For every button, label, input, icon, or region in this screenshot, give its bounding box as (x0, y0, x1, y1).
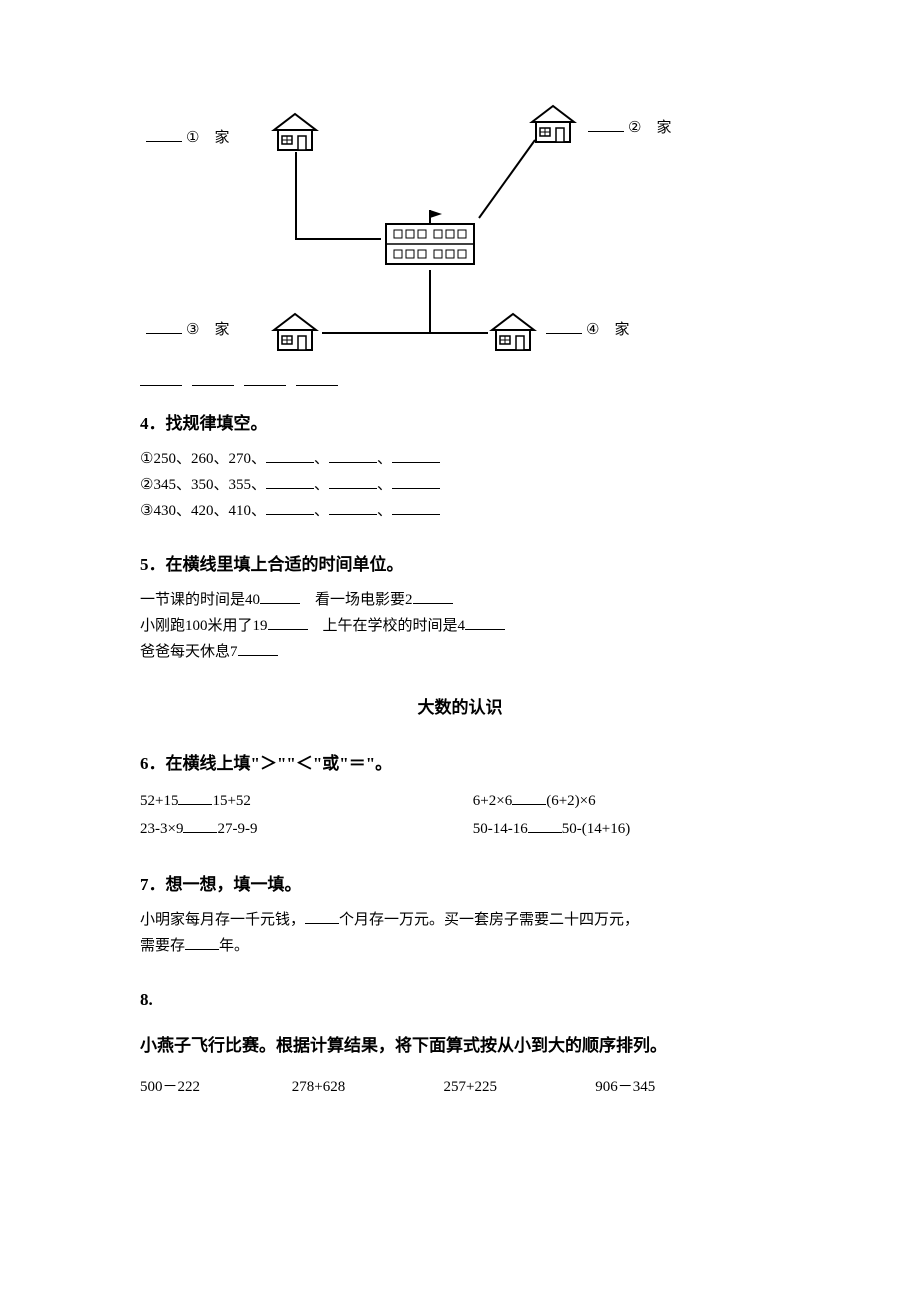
conn-line-diagonal (475, 134, 545, 224)
sep: 、 (377, 451, 392, 467)
q6-d2: 50-(14+16) (562, 821, 630, 837)
sep: 、 (314, 477, 329, 493)
q5-heading: 5．在横线里填上合适的时间单位。 (140, 551, 780, 578)
q7-line2: 需要存 年。 (140, 934, 780, 958)
q6-row2-right: 50-14-16 50-(14+16) (473, 817, 780, 841)
conn-line (295, 152, 297, 240)
q8-e4: 906－345 (595, 1075, 725, 1099)
q4-line2: ②345、350、355、 、 、 (140, 473, 780, 497)
q8-num: 8. (140, 986, 780, 1013)
direction-diagram: ① 家 ② 家 ③ 家 (140, 100, 780, 380)
q7-p1: 小明家每月存一千元钱， (140, 912, 305, 928)
q8-e3: 257+225 (444, 1075, 574, 1099)
q7-p2: 个月存一万元。买一套房子需要二十四万元， (339, 912, 639, 928)
label-num-1: ① (186, 129, 199, 146)
label-suffix-1: 家 (214, 130, 229, 146)
q6-b2: (6+2)×6 (546, 793, 595, 809)
q7-line1: 小明家每月存一千元钱， 个月存一万元。买一套房子需要二十四万元， (140, 908, 780, 932)
q6-a1: 52+15 (140, 793, 178, 809)
q6-c1: 23-3×9 (140, 821, 183, 837)
conn-line (295, 238, 381, 240)
sep: 、 (314, 451, 329, 467)
house-label-2: ② 家 (588, 116, 671, 140)
q5-line1: 一节课的时间是40 看一场电影要2 (140, 588, 780, 612)
q7-heading: 7．想一想，填一填。 (140, 871, 780, 898)
house-label-1: ① 家 (146, 126, 229, 150)
q4-line3-prefix: ③430、420、410、 (140, 503, 266, 519)
label-suffix-2: 家 (656, 120, 671, 136)
q6-b1: 6+2×6 (473, 793, 512, 809)
q8-e1: 500－222 (140, 1075, 270, 1099)
house-label-4: ④ 家 (546, 318, 629, 342)
q5-l1a: 一节课的时间是40 (140, 592, 260, 608)
q6-heading: 6．在横线上填"＞""＜"或"＝"。 (140, 750, 780, 777)
house-label-3: ③ 家 (146, 318, 229, 342)
q6-row1-right: 6+2×6 (6+2)×6 (473, 789, 780, 813)
q6-a2: 15+52 (212, 793, 250, 809)
q6-row2-left: 23-3×9 27-9-9 (140, 817, 473, 841)
q8-e2: 278+628 (292, 1075, 422, 1099)
q6-c2: 27-9-9 (217, 821, 257, 837)
q5-l1b: 看一场电影要2 (300, 592, 413, 608)
q5-line2: 小刚跑100米用了19 上午在学校的时间是4 (140, 614, 780, 638)
q7-p4: 年。 (219, 938, 249, 954)
label-suffix-3: 家 (214, 322, 229, 338)
q4-line1-prefix: ①250、260、270、 (140, 451, 266, 467)
sep: 、 (377, 503, 392, 519)
label-suffix-4: 家 (614, 322, 629, 338)
q4-line3: ③430、420、410、 、 、 (140, 499, 780, 523)
q6-row1-left: 52+15 15+52 (140, 789, 473, 813)
house-bot-right (488, 310, 538, 352)
conn-line (429, 270, 431, 334)
label-num-3: ③ (186, 321, 199, 338)
q5-l2a: 小刚跑100米用了19 (140, 618, 268, 634)
q4-line2-prefix: ②345、350、355、 (140, 477, 266, 493)
sep: 、 (377, 477, 392, 493)
q8-expressions: 500－222 278+628 257+225 906－345 (140, 1075, 780, 1099)
school-building (380, 210, 480, 270)
q4-line1: ①250、260、270、 、 、 (140, 447, 780, 471)
q6-d1: 50-14-16 (473, 821, 528, 837)
q7-p3: 需要存 (140, 938, 185, 954)
q5-l3a: 爸爸每天休息7 (140, 644, 238, 660)
house-top-left (270, 110, 320, 152)
q5-line3: 爸爸每天休息7 (140, 640, 780, 664)
conn-line (322, 332, 488, 334)
label-num-4: ④ (586, 321, 599, 338)
label-num-2: ② (628, 119, 641, 136)
section-title: 大数的认识 (140, 694, 780, 721)
sep: 、 (314, 503, 329, 519)
house-bot-left (270, 310, 320, 352)
answer-blanks-row (140, 370, 348, 394)
q8-title: 小燕子飞行比赛。根据计算结果，将下面算式按从小到大的顺序排列。 (140, 1027, 780, 1064)
q4-heading: 4．找规律填空。 (140, 410, 780, 437)
q5-l2b: 上午在学校的时间是4 (308, 618, 466, 634)
